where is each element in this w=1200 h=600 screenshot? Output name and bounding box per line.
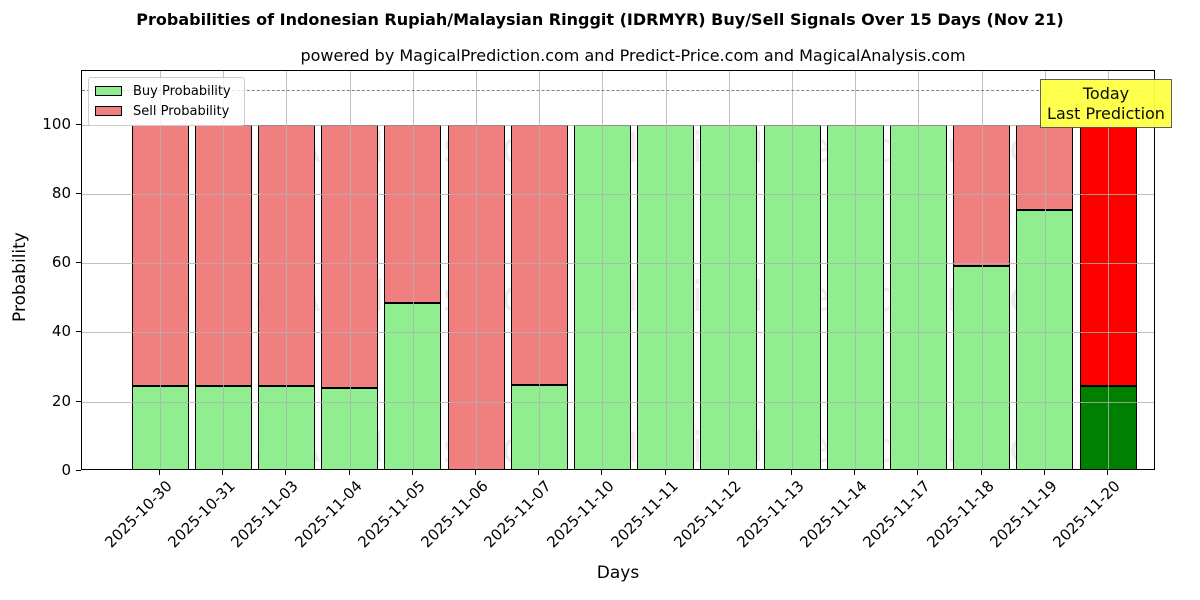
gridline-vertical — [349, 71, 351, 469]
gridline-horizontal — [82, 401, 1154, 403]
y-axis-label: Probability — [10, 232, 30, 322]
plot-area: MagicalAnalysis.comMagicalPrediction.com… — [81, 70, 1155, 470]
gridline-vertical — [665, 71, 667, 469]
annotation-line-2: Last Prediction — [1047, 104, 1165, 123]
today-annotation: Today Last Prediction — [1040, 79, 1172, 128]
x-tick-mark — [791, 470, 792, 475]
y-tick-mark — [76, 123, 81, 125]
annotation-line-1: Today — [1082, 84, 1130, 103]
legend-label-sell: Sell Probability — [133, 103, 230, 119]
gridline-horizontal — [82, 332, 1154, 334]
gridline-vertical — [286, 71, 288, 469]
gridline-vertical — [855, 71, 857, 469]
legend-item-buy: Buy Probability — [95, 83, 231, 99]
gridline-vertical — [918, 71, 920, 469]
legend: Buy Probability Sell Probability — [88, 77, 245, 126]
y-tick-mark — [76, 331, 81, 333]
gridline-horizontal — [82, 193, 1154, 195]
x-tick-mark — [538, 470, 540, 475]
x-tick-mark — [664, 470, 666, 475]
gridline-vertical — [412, 71, 414, 469]
legend-item-sell: Sell Probability — [95, 103, 229, 119]
y-tick-mark — [76, 192, 81, 194]
y-tick-label: 60 — [51, 253, 71, 272]
x-tick-mark — [854, 470, 856, 475]
gridline-vertical — [602, 71, 604, 469]
gridline-vertical — [792, 71, 793, 469]
gridline-vertical — [539, 71, 541, 469]
buy-swatch-icon — [95, 86, 122, 96]
x-axis-label: Days — [596, 563, 640, 583]
y-tick-mark — [76, 400, 81, 402]
gridline-vertical — [728, 71, 730, 469]
x-tick-mark — [980, 470, 982, 475]
gridline-vertical — [1044, 71, 1046, 469]
x-tick-mark — [159, 470, 160, 475]
y-tick-label: 80 — [51, 183, 71, 202]
y-tick-mark — [76, 470, 81, 471]
reference-line — [82, 90, 1154, 92]
x-tick-mark — [727, 470, 729, 475]
y-tick-label: 20 — [51, 391, 71, 410]
gridline-horizontal — [82, 263, 1154, 265]
chart-subtitle: powered by MagicalPrediction.com and Pre… — [300, 46, 966, 65]
y-tick-label: 40 — [51, 322, 71, 341]
x-tick-mark — [1043, 470, 1045, 475]
y-tick-label: 0 — [61, 461, 71, 479]
x-tick-mark — [411, 470, 413, 475]
legend-label-buy: Buy Probability — [133, 83, 231, 99]
x-tick-mark — [222, 470, 224, 475]
gridline-vertical — [476, 71, 477, 469]
gridline-vertical — [160, 71, 161, 469]
y-tick-mark — [76, 262, 81, 264]
y-tick-label: 100 — [42, 114, 71, 133]
x-tick-mark — [1107, 470, 1108, 475]
x-tick-mark — [601, 470, 603, 475]
gridline-horizontal — [82, 124, 1154, 126]
x-tick-mark — [285, 470, 287, 475]
x-tick-mark — [348, 470, 350, 475]
x-tick-mark — [917, 470, 919, 475]
gridline-vertical — [981, 71, 983, 469]
gridline-vertical — [223, 71, 225, 469]
chart-title: Probabilities of Indonesian Rupiah/Malay… — [136, 10, 1064, 29]
x-tick-mark — [475, 470, 476, 475]
gridline-vertical — [1108, 71, 1109, 469]
sell-swatch-icon — [95, 106, 122, 116]
